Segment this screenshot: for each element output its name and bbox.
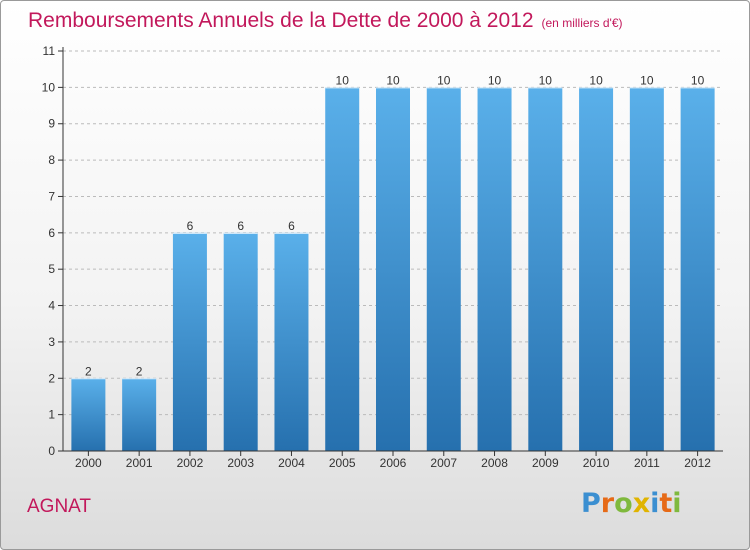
- bar: [325, 87, 360, 451]
- x-tick-label: 2007: [430, 456, 457, 470]
- location-label: AGNAT: [27, 496, 92, 517]
- y-tick-label: 2: [48, 371, 55, 385]
- logo-letter: P: [581, 488, 601, 519]
- y-tick-label: 7: [48, 189, 55, 203]
- y-tick-label: 5: [48, 262, 55, 276]
- data-label: 6: [237, 219, 244, 233]
- y-tick-label: 11: [43, 44, 56, 58]
- bar: [426, 87, 461, 451]
- data-label: 10: [488, 73, 502, 87]
- x-tick-label: 2001: [126, 456, 153, 470]
- chart-title-text: Remboursements Annuels de la Dette de 20…: [28, 9, 534, 32]
- chart-subtitle: (en milliers d'€): [541, 16, 623, 30]
- y-tick-label: 1: [48, 408, 55, 422]
- bar: [680, 87, 715, 451]
- y-tick-label: 3: [48, 335, 55, 349]
- y-tick-label: 10: [42, 80, 56, 94]
- data-label: 2: [85, 364, 92, 378]
- data-label: 6: [288, 219, 295, 233]
- data-label: 2: [136, 364, 143, 378]
- x-tick-label: 2004: [278, 456, 305, 470]
- data-label: 10: [589, 73, 603, 87]
- y-tick-label: 9: [48, 117, 55, 131]
- data-label: 10: [386, 73, 400, 87]
- logo-letter: o: [614, 488, 633, 519]
- logo-letter: t: [659, 488, 673, 519]
- logo-letter: i: [650, 488, 660, 519]
- y-tick-label: 6: [48, 226, 55, 240]
- x-tick-label: 2006: [380, 456, 407, 470]
- data-label: 10: [640, 73, 654, 87]
- x-tick-label: 2009: [532, 456, 559, 470]
- logo-letter: x: [632, 488, 651, 519]
- bar: [274, 232, 309, 451]
- data-label: 10: [336, 73, 350, 87]
- y-tick-label: 0: [48, 444, 55, 458]
- x-tick-label: 2003: [227, 456, 254, 470]
- data-label: 10: [437, 73, 451, 87]
- x-tick-label: 2010: [583, 456, 610, 470]
- data-label: 6: [187, 219, 194, 233]
- bar: [122, 378, 157, 451]
- data-label: 10: [539, 73, 553, 87]
- bar: [223, 232, 258, 451]
- data-label: 10: [691, 73, 705, 87]
- x-tick-label: 2011: [634, 456, 660, 470]
- x-tick-label: 2005: [329, 456, 356, 470]
- bar: [376, 87, 410, 451]
- logo-letter: i: [672, 488, 682, 519]
- x-tick-label: 2002: [177, 456, 204, 470]
- bar: [579, 87, 614, 451]
- y-tick-label: 4: [48, 299, 55, 313]
- logo-letter: r: [600, 488, 615, 519]
- x-tick-label: 2012: [684, 456, 711, 470]
- x-tick-label: 2008: [481, 456, 508, 470]
- bar: [71, 378, 106, 451]
- bar: [172, 232, 207, 451]
- chart-title: Remboursements Annuels de la Dette de 20…: [28, 9, 623, 33]
- bar: [528, 87, 563, 451]
- y-tick-label: 8: [48, 153, 55, 167]
- bar: [477, 87, 512, 451]
- proxiti-logo: Proxiti: [581, 488, 682, 519]
- bar: [629, 87, 664, 451]
- x-tick-label: 2000: [75, 456, 102, 470]
